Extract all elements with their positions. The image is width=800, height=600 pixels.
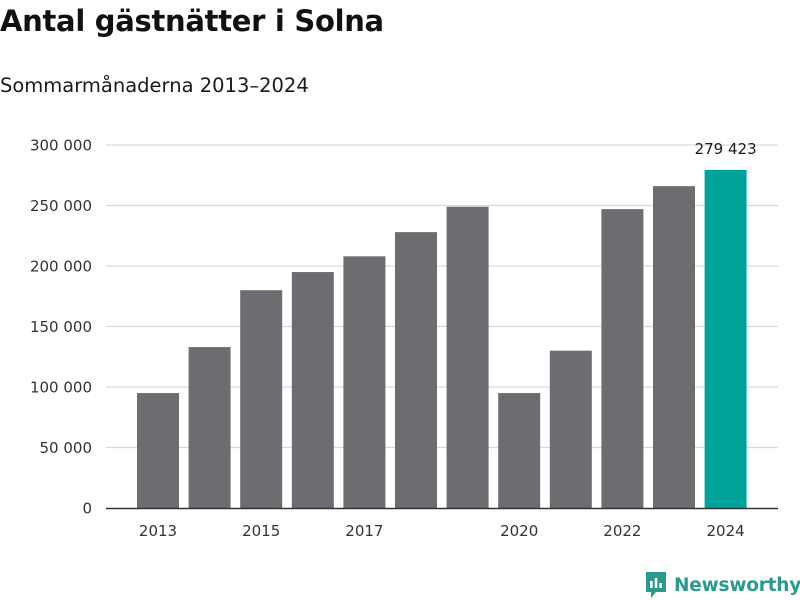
bar-2017 [343, 256, 386, 508]
x-tick-label: 2020 [500, 522, 538, 540]
chart-subtitle: Sommarmånaderna 2013–2024 [0, 74, 309, 97]
bar-2018 [395, 232, 437, 508]
y-tick-label: 0 [82, 500, 92, 518]
y-tick-label: 100 000 [30, 379, 92, 397]
x-tick-label: 2024 [707, 522, 745, 540]
chart-logo-icon [646, 572, 666, 598]
bar-2014 [188, 347, 231, 508]
x-axis-labels: 2013 2015 2017 2020 2022 2024 [139, 522, 745, 540]
newsworthy-logo: Newsworthy [644, 570, 800, 600]
data-label: 279 423 [695, 140, 757, 158]
x-tick-label: 2013 [139, 522, 177, 540]
bar-2020 [498, 393, 541, 508]
data-labels: 279 423 [695, 140, 757, 158]
x-tick-label: 2017 [345, 522, 383, 540]
bars [137, 169, 747, 508]
bar-2021 [549, 350, 592, 508]
y-tick-label: 250 000 [30, 197, 92, 215]
bar-2013 [137, 393, 179, 508]
y-tick-label: 150 000 [30, 318, 92, 336]
x-tick-label: 2022 [603, 522, 641, 540]
y-tick-label: 300 000 [30, 137, 92, 155]
bar-2024 [704, 169, 747, 508]
y-tick-label: 200 000 [30, 258, 92, 276]
bar-2019 [446, 206, 489, 508]
brand-name: Newsworthy [674, 574, 800, 596]
chart-title: Antal gästnätter i Solna [0, 4, 384, 38]
bar-2023 [653, 186, 695, 508]
y-tick-label: 50 000 [40, 439, 93, 457]
x-tick-label: 2015 [242, 522, 280, 540]
bar-2016 [291, 272, 334, 508]
bar-chart: 0 50 000 100 000 150 000 200 000 250 000 300 0… [30, 137, 778, 540]
bar-2015 [240, 290, 283, 508]
bar-2022 [601, 209, 644, 508]
y-axis-labels: 0 50 000 100 000 150 000 200 000 250 000 300 0… [30, 137, 92, 518]
